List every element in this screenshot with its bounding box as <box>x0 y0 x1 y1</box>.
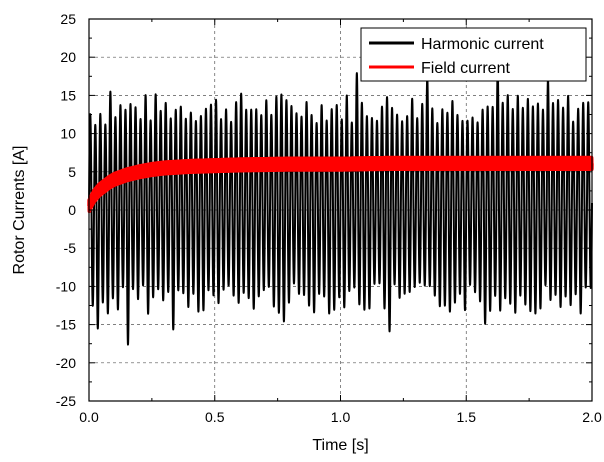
y-tick-label: 10 <box>60 126 76 142</box>
plot-area <box>87 68 594 346</box>
y-tick-label: -15 <box>56 317 76 333</box>
y-tick-label: 20 <box>60 49 76 65</box>
axis-ticks <box>88 18 593 402</box>
series-field-current <box>87 155 594 214</box>
y-tick-label: -25 <box>56 393 76 409</box>
y-tick-label: 15 <box>60 87 76 103</box>
grid <box>89 19 592 401</box>
x-tick-label: 1.5 <box>457 409 477 425</box>
y-tick-label: -10 <box>56 278 76 294</box>
y-tick-label: -20 <box>56 355 76 371</box>
y-tick-label: 5 <box>68 164 76 180</box>
x-tick-label: 1.0 <box>331 409 351 425</box>
legend: Harmonic current Field current <box>360 27 587 82</box>
legend-label-field-current: Field current <box>421 60 510 77</box>
x-tick-label: 2.0 <box>582 409 602 425</box>
series-harmonic-current <box>88 68 593 346</box>
y-tick-label: 0 <box>68 202 76 218</box>
legend-label-harmonic-current: Harmonic current <box>421 36 544 53</box>
y-tick-label: 25 <box>60 11 76 27</box>
y-axis-title: Rotor Currents [A] <box>11 146 28 275</box>
legend-box <box>360 27 587 82</box>
x-axis-title: Time [s] <box>312 437 368 454</box>
y-tick-label: -5 <box>64 240 77 256</box>
x-tick-label: 0.0 <box>79 409 99 425</box>
x-tick-label: 0.5 <box>205 409 225 425</box>
tick-labels: 0.0 0.5 1.0 1.5 2.0 25 20 15 10 5 0 -5 -10 -15 -20 -25 <box>56 11 602 425</box>
